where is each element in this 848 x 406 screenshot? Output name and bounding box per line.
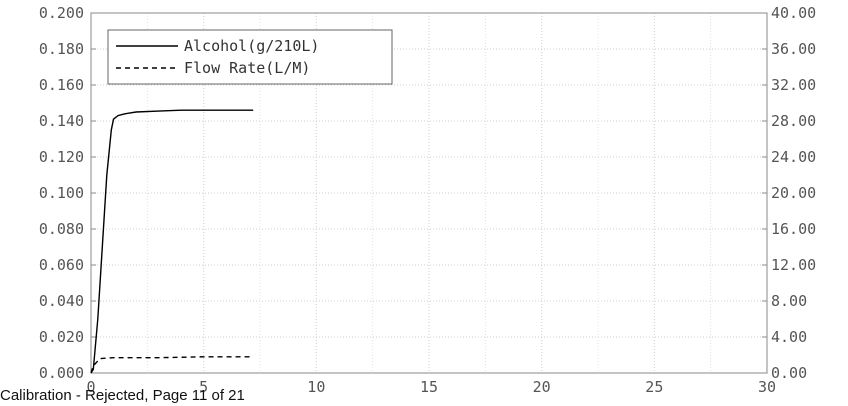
left-tick-label: 0.140 (39, 112, 84, 130)
series-line (90, 356, 254, 374)
left-tick-label: 0.060 (39, 256, 84, 274)
legend-label: Alcohol(g/210L) (184, 37, 319, 55)
legend-box (107, 29, 393, 85)
right-axis-ticks: 0.00 4.00 8.00 12.00 16.00 20.00 24.00 28.00 32.… (762, 4, 816, 382)
x-tick-label: 25 (645, 378, 663, 396)
left-tick-label: 0.040 (39, 292, 84, 310)
left-axis-ticks: 0.000 0.020 0.040 0.060 0.080 0.100 0.120 0.140… (39, 4, 96, 382)
left-tick-label: 0.160 (39, 76, 84, 94)
left-tick-label: 0.080 (39, 220, 84, 238)
right-tick-label: 24.00 (771, 148, 816, 166)
right-tick-label: 0.00 (771, 364, 807, 382)
x-axis-ticks: 0 5 10 15 20 25 30 (86, 378, 776, 396)
right-tick-label: 32.00 (771, 76, 816, 94)
page-footer: Calibration - Rejected, Page 11 of 21 (0, 387, 245, 404)
legend: Alcohol(g/210L) Flow Rate(L/M) (107, 29, 393, 85)
left-tick-label: 0.020 (39, 328, 84, 346)
left-tick-label: 0.180 (39, 40, 84, 58)
left-tick-label: 0.100 (39, 184, 84, 202)
right-tick-label: 8.00 (771, 292, 807, 310)
x-tick-label: 20 (533, 378, 551, 396)
right-tick-label: 28.00 (771, 112, 816, 130)
right-tick-label: 16.00 (771, 220, 816, 238)
left-tick-label: 0.120 (39, 148, 84, 166)
right-tick-label: 36.00 (771, 40, 816, 58)
right-tick-label: 20.00 (771, 184, 816, 202)
legend-label: Flow Rate(L/M) (184, 59, 310, 77)
right-tick-label: 4.00 (771, 328, 807, 346)
series-line (90, 109, 254, 374)
series-layer (90, 109, 254, 374)
left-tick-label: 0.200 (39, 4, 84, 22)
x-tick-label: 15 (420, 378, 438, 396)
x-tick-label: 10 (307, 378, 325, 396)
x-tick-label: 30 (758, 378, 776, 396)
x-tick-label: 0 (86, 378, 95, 396)
right-tick-label: 40.00 (771, 4, 816, 22)
x-tick-label: 5 (199, 378, 208, 396)
right-tick-label: 12.00 (771, 256, 816, 274)
left-tick-label: 0.000 (39, 364, 84, 382)
